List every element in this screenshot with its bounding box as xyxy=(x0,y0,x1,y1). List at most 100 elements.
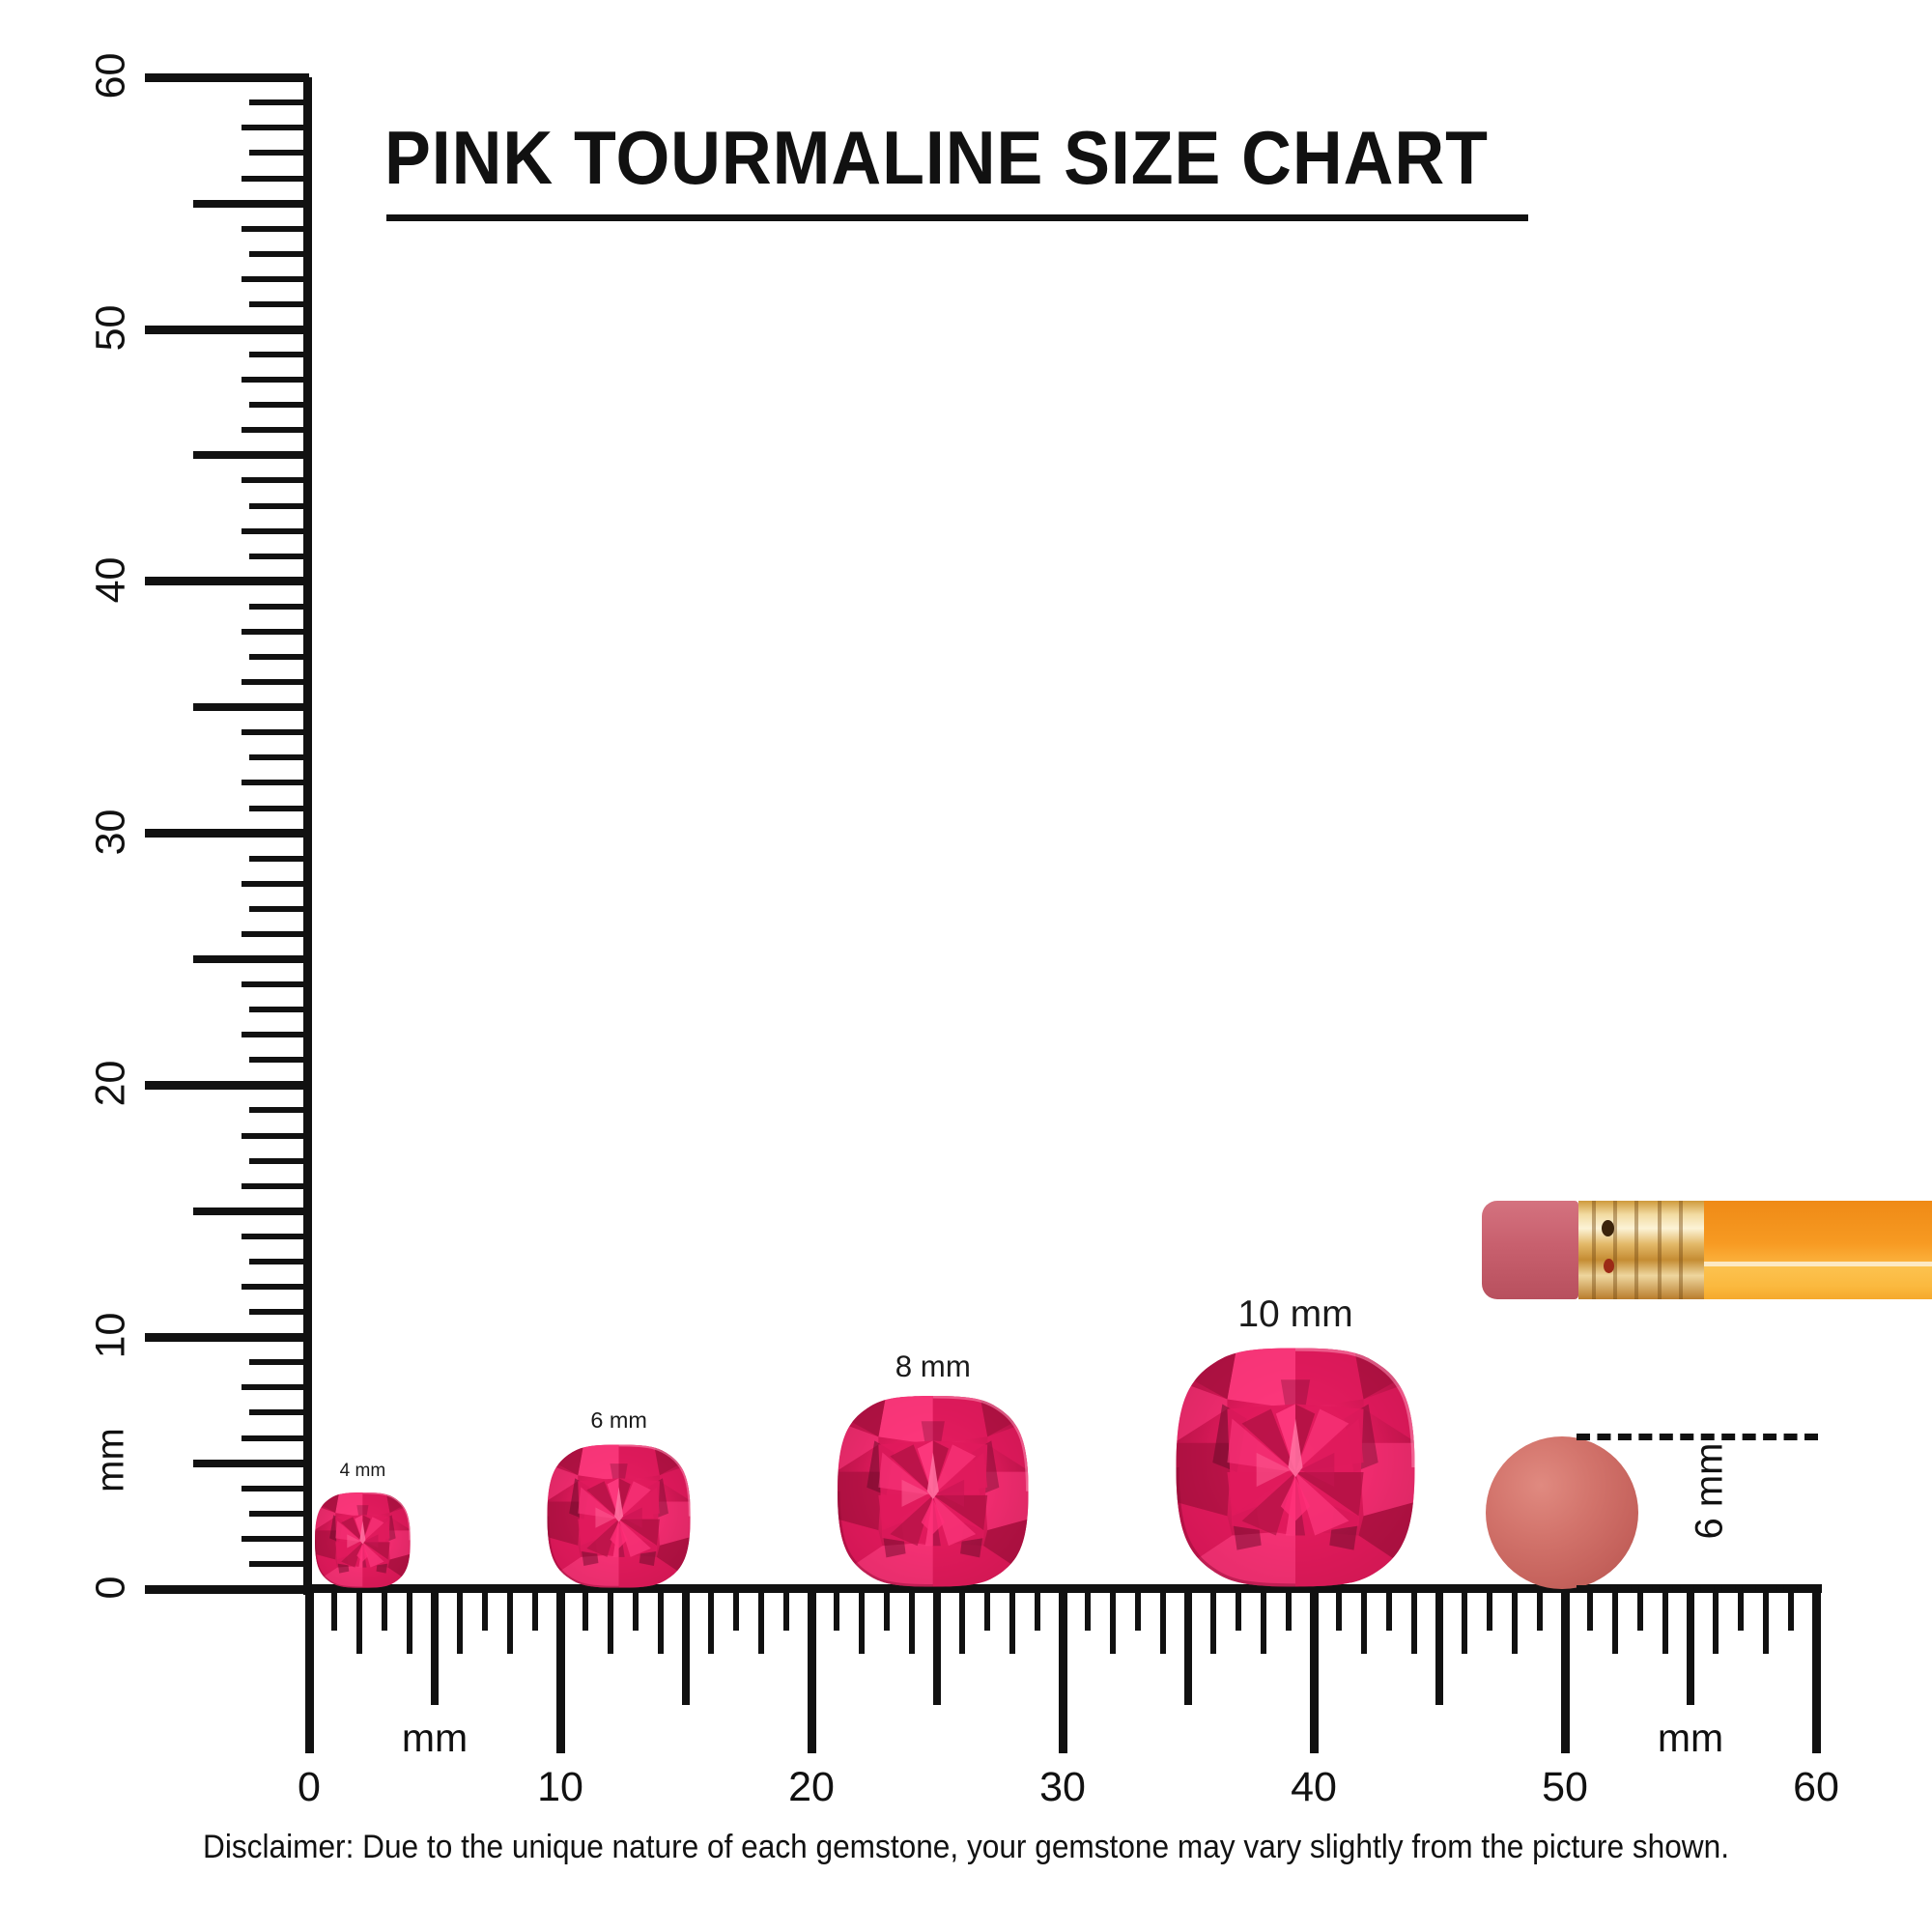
horizontal-ruler-minor-tick xyxy=(1135,1589,1141,1631)
vertical-ruler-minor-tick xyxy=(242,780,309,786)
vertical-ruler-minor-tick xyxy=(242,225,309,232)
vertical-ruler-minor-tick xyxy=(249,1510,309,1517)
vertical-ruler-minor-tick xyxy=(249,855,309,862)
horizontal-ruler-mid-tick xyxy=(431,1589,439,1705)
vertical-ruler-minor-tick xyxy=(249,300,309,307)
vertical-ruler-minor-tick xyxy=(242,125,309,131)
gemstone-6mm: 6 mm xyxy=(546,1407,692,1589)
horizontal-ruler-mid-tick xyxy=(933,1589,941,1705)
vertical-ruler-label: 0 xyxy=(87,1576,134,1600)
horizontal-ruler-minor-tick xyxy=(532,1589,538,1631)
horizontal-ruler-minor-tick xyxy=(783,1589,789,1631)
vertical-ruler-minor-tick xyxy=(242,275,309,282)
vertical-ruler-minor-tick xyxy=(242,1485,309,1492)
cushion-cut-gem-graphic xyxy=(1176,1348,1415,1587)
horizontal-ruler-label: 50 xyxy=(1542,1764,1588,1810)
horizontal-ruler-minor-tick xyxy=(382,1589,387,1631)
vertical-ruler-minor-tick xyxy=(249,1560,309,1567)
eraser-size-label: 6 mm xyxy=(1688,1442,1731,1540)
vertical-ruler-label: 30 xyxy=(87,809,134,856)
horizontal-ruler-minor-tick xyxy=(1236,1589,1241,1631)
vertical-ruler-mid-tick xyxy=(193,703,309,712)
horizontal-ruler-mid-tick xyxy=(1435,1589,1443,1705)
vertical-ruler-label: 40 xyxy=(87,556,134,604)
vertical-ruler-minor-tick xyxy=(249,603,309,610)
vertical-ruler-minor-tick xyxy=(242,1032,309,1038)
horizontal-ruler-label: 60 xyxy=(1793,1764,1839,1810)
cushion-cut-gem-graphic xyxy=(547,1444,691,1588)
vertical-ruler-mid-tick xyxy=(193,1459,309,1467)
horizontal-ruler-label: 30 xyxy=(1039,1764,1086,1810)
vertical-ruler-major-tick xyxy=(145,72,309,82)
gemstone-size-label: 6 mm xyxy=(590,1406,647,1433)
vertical-ruler-major-tick xyxy=(145,829,309,838)
horizontal-ruler-unit-label: mm xyxy=(1657,1716,1724,1760)
vertical-ruler-minor-tick xyxy=(249,502,309,509)
horizontal-ruler-label: 10 xyxy=(537,1764,583,1810)
vertical-ruler-label: 20 xyxy=(87,1060,134,1107)
vertical-ruler-minor-tick xyxy=(242,1182,309,1189)
pencil-body-lower xyxy=(1704,1266,1932,1299)
vertical-ruler-mid-tick xyxy=(193,199,309,208)
horizontal-ruler-unit-label: mm xyxy=(401,1716,469,1760)
vertical-ruler-minor-tick xyxy=(249,1107,309,1114)
horizontal-ruler-minor-tick xyxy=(331,1589,337,1631)
vertical-ruler-minor-tick xyxy=(242,729,309,736)
vertical-ruler-minor-tick xyxy=(249,553,309,559)
vertical-ruler-minor-tick xyxy=(242,628,309,635)
cushion-cut-gem-graphic xyxy=(315,1492,411,1588)
vertical-ruler-minor-tick xyxy=(242,1132,309,1139)
vertical-ruler-minor-tick xyxy=(249,402,309,409)
horizontal-ruler-major-tick xyxy=(1560,1589,1570,1753)
eraser-top-circle xyxy=(1486,1436,1638,1589)
horizontal-ruler-minor-tick xyxy=(1085,1589,1091,1631)
vertical-ruler-minor-tick xyxy=(249,1409,309,1416)
vertical-ruler-minor-tick xyxy=(249,99,309,106)
horizontal-ruler-minor-tick xyxy=(884,1589,890,1631)
horizontal-ruler-major-tick xyxy=(1811,1589,1821,1753)
vertical-ruler-minor-tick xyxy=(242,1535,309,1542)
vertical-ruler-minor-tick xyxy=(249,1007,309,1013)
disclaimer-text: Disclaimer: Due to the unique nature of … xyxy=(202,1829,1730,1865)
horizontal-ruler-mid-tick xyxy=(1687,1589,1694,1705)
vertical-ruler-label: 60 xyxy=(87,52,134,99)
vertical-ruler-minor-tick xyxy=(242,1384,309,1391)
vertical-ruler-major-tick xyxy=(145,577,309,586)
horizontal-ruler-minor-tick xyxy=(1336,1589,1342,1631)
vertical-ruler-minor-tick xyxy=(249,1359,309,1366)
gemstone-size-label: 10 mm xyxy=(1237,1293,1353,1335)
horizontal-ruler-minor-tick xyxy=(984,1589,990,1631)
horizontal-ruler-label: 20 xyxy=(788,1764,835,1810)
horizontal-ruler-major-tick xyxy=(1058,1589,1067,1753)
pencil-reference xyxy=(1482,1201,1932,1299)
horizontal-ruler-minor-tick xyxy=(457,1589,463,1654)
horizontal-ruler-minor-tick xyxy=(1210,1589,1216,1654)
gemstone-4mm: 4 mm xyxy=(314,1461,412,1589)
vertical-ruler-minor-tick xyxy=(249,754,309,761)
horizontal-ruler-minor-tick xyxy=(608,1589,613,1654)
horizontal-ruler-major-tick xyxy=(807,1589,816,1753)
vertical-ruler-minor-tick xyxy=(249,654,309,661)
horizontal-ruler-minor-tick xyxy=(1512,1589,1518,1654)
title-underline xyxy=(386,214,1528,221)
vertical-ruler-mid-tick xyxy=(193,955,309,963)
vertical-ruler-minor-tick xyxy=(249,1057,309,1064)
pencil-body xyxy=(1704,1201,1932,1263)
vertical-ruler-minor-tick xyxy=(242,1233,309,1239)
vertical-ruler-minor-tick xyxy=(242,930,309,937)
pencil-highlight xyxy=(1704,1262,1932,1267)
horizontal-ruler-minor-tick xyxy=(758,1589,764,1654)
horizontal-ruler-minor-tick xyxy=(1763,1589,1769,1654)
gemstone-size-label: 8 mm xyxy=(895,1350,971,1384)
vertical-ruler-minor-tick xyxy=(242,477,309,484)
horizontal-ruler-minor-tick xyxy=(708,1589,714,1654)
pencil-eraser xyxy=(1482,1201,1578,1299)
vertical-ruler-label: 10 xyxy=(87,1312,134,1359)
gemstone-8mm: 8 mm xyxy=(836,1350,1031,1589)
vertical-ruler-mid-tick xyxy=(193,451,309,460)
horizontal-ruler-minor-tick xyxy=(507,1589,513,1654)
horizontal-ruler-minor-tick xyxy=(1160,1589,1166,1654)
vertical-ruler-major-tick xyxy=(145,1584,309,1594)
horizontal-ruler-minor-tick xyxy=(1462,1589,1467,1654)
